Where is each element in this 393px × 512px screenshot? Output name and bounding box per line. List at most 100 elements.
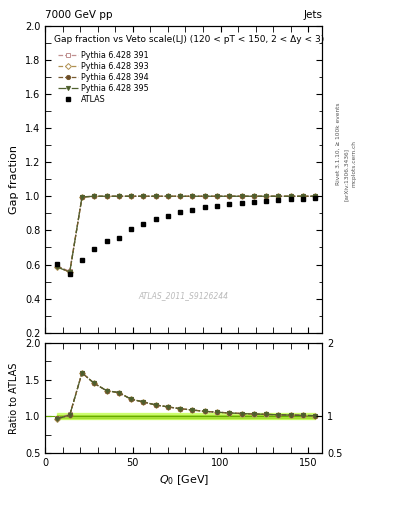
Pythia 6.428 394 — [301, 193, 305, 199]
Text: Gap fraction vs Veto scale(LJ) (120 < pT < 150, 2 < Δy < 3): Gap fraction vs Veto scale(LJ) (120 < pT… — [53, 35, 324, 44]
Pythia 6.428 391 — [288, 193, 293, 199]
Pythia 6.428 394 — [276, 193, 281, 199]
Text: Rivet 3.1.10, ≥ 100k events: Rivet 3.1.10, ≥ 100k events — [336, 102, 341, 185]
Pythia 6.428 391 — [239, 193, 244, 199]
Pythia 6.428 393 — [202, 193, 207, 199]
Y-axis label: Ratio to ATLAS: Ratio to ATLAS — [9, 362, 19, 434]
ATLAS — [178, 209, 183, 216]
Pythia 6.428 394 — [313, 193, 318, 199]
Pythia 6.428 395 — [190, 193, 195, 199]
Pythia 6.428 395 — [129, 193, 134, 199]
ATLAS — [55, 261, 60, 267]
Pythia 6.428 391 — [104, 193, 109, 199]
Pythia 6.428 394 — [67, 269, 72, 275]
Pythia 6.428 394 — [141, 193, 146, 199]
Pythia 6.428 395 — [276, 193, 281, 199]
Pythia 6.428 395 — [288, 193, 293, 199]
Pythia 6.428 393 — [190, 193, 195, 199]
Pythia 6.428 393 — [301, 193, 305, 199]
Pythia 6.428 395 — [239, 193, 244, 199]
ATLAS — [202, 204, 207, 210]
Pythia 6.428 393 — [116, 193, 121, 199]
Pythia 6.428 395 — [153, 193, 158, 199]
Line: Pythia 6.428 395: Pythia 6.428 395 — [55, 194, 317, 274]
Pythia 6.428 394 — [178, 193, 183, 199]
Line: ATLAS: ATLAS — [55, 196, 318, 276]
ATLAS — [80, 257, 84, 263]
Line: Pythia 6.428 393: Pythia 6.428 393 — [55, 194, 317, 274]
Pythia 6.428 393 — [129, 193, 134, 199]
Pythia 6.428 393 — [67, 269, 72, 275]
Pythia 6.428 395 — [301, 193, 305, 199]
Pythia 6.428 393 — [55, 264, 60, 270]
ATLAS — [129, 226, 134, 232]
Pythia 6.428 394 — [239, 193, 244, 199]
ATLAS — [252, 199, 256, 205]
Pythia 6.428 395 — [215, 193, 219, 199]
X-axis label: $Q_0$ [GeV]: $Q_0$ [GeV] — [158, 474, 209, 487]
Pythia 6.428 391 — [276, 193, 281, 199]
Pythia 6.428 393 — [153, 193, 158, 199]
Pythia 6.428 394 — [153, 193, 158, 199]
ATLAS — [141, 221, 146, 227]
Pythia 6.428 394 — [288, 193, 293, 199]
Pythia 6.428 395 — [67, 269, 72, 275]
Pythia 6.428 393 — [227, 193, 232, 199]
Pythia 6.428 394 — [55, 263, 60, 269]
Pythia 6.428 393 — [178, 193, 183, 199]
Pythia 6.428 393 — [80, 194, 84, 200]
ATLAS — [215, 203, 219, 209]
Pythia 6.428 393 — [141, 193, 146, 199]
Pythia 6.428 395 — [227, 193, 232, 199]
Pythia 6.428 394 — [80, 194, 84, 200]
Pythia 6.428 394 — [202, 193, 207, 199]
ATLAS — [92, 246, 97, 252]
Pythia 6.428 391 — [92, 193, 97, 199]
Pythia 6.428 395 — [80, 194, 84, 200]
ATLAS — [239, 200, 244, 206]
ATLAS — [67, 271, 72, 277]
Pythia 6.428 391 — [190, 193, 195, 199]
Pythia 6.428 395 — [141, 193, 146, 199]
Pythia 6.428 395 — [92, 193, 97, 199]
Pythia 6.428 395 — [202, 193, 207, 199]
Text: ATLAS_2011_S9126244: ATLAS_2011_S9126244 — [139, 291, 229, 301]
Pythia 6.428 393 — [313, 193, 318, 199]
Pythia 6.428 394 — [92, 193, 97, 199]
Y-axis label: Gap fraction: Gap fraction — [9, 145, 19, 214]
Pythia 6.428 395 — [252, 193, 256, 199]
Pythia 6.428 391 — [202, 193, 207, 199]
Pythia 6.428 391 — [301, 193, 305, 199]
Line: Pythia 6.428 391: Pythia 6.428 391 — [55, 194, 317, 273]
Text: Jets: Jets — [303, 10, 322, 20]
Pythia 6.428 393 — [215, 193, 219, 199]
Text: 7000 GeV pp: 7000 GeV pp — [45, 10, 113, 20]
Pythia 6.428 391 — [141, 193, 146, 199]
Pythia 6.428 391 — [313, 193, 318, 199]
Pythia 6.428 394 — [227, 193, 232, 199]
Pythia 6.428 391 — [215, 193, 219, 199]
Pythia 6.428 391 — [67, 268, 72, 274]
Pythia 6.428 391 — [153, 193, 158, 199]
ATLAS — [153, 216, 158, 222]
ATLAS — [301, 196, 305, 202]
Pythia 6.428 395 — [313, 193, 318, 199]
Pythia 6.428 394 — [104, 193, 109, 199]
Pythia 6.428 391 — [178, 193, 183, 199]
Pythia 6.428 391 — [55, 263, 60, 269]
ATLAS — [190, 207, 195, 213]
ATLAS — [276, 197, 281, 203]
ATLAS — [264, 198, 268, 204]
Pythia 6.428 391 — [116, 193, 121, 199]
Text: [arXiv:1306.3436]: [arXiv:1306.3436] — [344, 147, 349, 201]
Pythia 6.428 391 — [165, 193, 170, 199]
Pythia 6.428 393 — [92, 193, 97, 199]
Pythia 6.428 394 — [129, 193, 134, 199]
Pythia 6.428 393 — [239, 193, 244, 199]
Pythia 6.428 393 — [276, 193, 281, 199]
Pythia 6.428 393 — [288, 193, 293, 199]
Pythia 6.428 395 — [116, 193, 121, 199]
Pythia 6.428 391 — [129, 193, 134, 199]
ATLAS — [313, 195, 318, 201]
Pythia 6.428 395 — [55, 264, 60, 270]
